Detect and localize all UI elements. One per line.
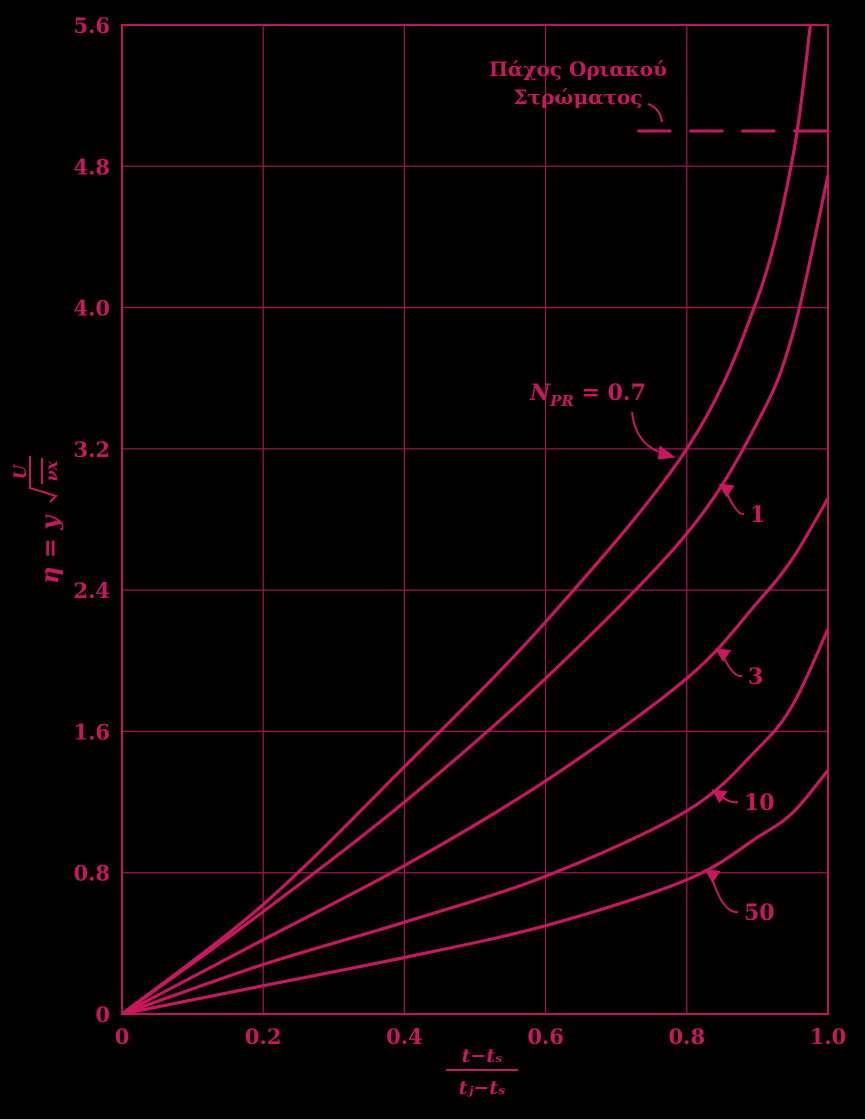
series-line-10 <box>121 628 830 1016</box>
y-tick-label-5: 4.0 <box>73 296 110 321</box>
y-axis-label: η = y U νx <box>11 456 64 584</box>
arrow-10 <box>711 789 728 804</box>
x-tick-label-0: 0 <box>115 1024 130 1049</box>
x-tick-label-4: 0.8 <box>669 1024 706 1049</box>
y-axis-radical-num: U <box>11 463 31 479</box>
arrow-0_7 <box>657 445 676 460</box>
series-label-3: 3 <box>748 664 763 690</box>
y-tick-label-6: 4.8 <box>73 154 110 179</box>
x-tick-label-3: 0.6 <box>527 1024 564 1049</box>
y-axis-radical-den: νx <box>42 460 61 481</box>
arrow-3 <box>715 648 732 663</box>
boundary-layer-label-line1: Πάχος Οριακού <box>489 57 667 81</box>
arrow-1 <box>718 483 735 498</box>
y-tick-label-0: 0 <box>95 1002 110 1027</box>
x-tick-label-1: 0.2 <box>245 1024 282 1049</box>
boundary-layer-label-line2: Στρώματος <box>514 85 643 109</box>
x-tick-label-5: 1.0 <box>810 1024 847 1049</box>
series-label-50: 50 <box>744 900 775 926</box>
arrow-50 <box>704 869 721 884</box>
y-tick-label-4: 3.2 <box>73 437 110 462</box>
series-line-1 <box>121 174 830 1016</box>
x-axis-label-numerator: t−tₛ <box>462 1045 503 1067</box>
series-label-10: 10 <box>744 790 775 816</box>
series-label-value: 0.7 <box>608 380 646 406</box>
plot-frame <box>121 24 829 1015</box>
y-tick-label-3: 2.4 <box>73 578 110 603</box>
y-tick-label-1: 0.8 <box>73 861 110 886</box>
tick-labels: 0 0.2 0.4 0.6 0.8 1.0 0 0.8 1.6 2.4 3.2 4.0 4.8 5.6 <box>73 13 846 1049</box>
series-label-1: 1 <box>750 502 765 528</box>
boundary-layer-leader <box>647 103 663 123</box>
x-axis-label-denominator: tⱼ−tₛ <box>459 1077 506 1099</box>
series-label-sub: PR <box>549 392 574 410</box>
series-label-eq: = <box>574 380 608 406</box>
y-axis-label-lhs: η = y <box>35 514 64 584</box>
axis-labels: t−tₛ tⱼ−tₛ η = y U νx <box>11 456 519 1099</box>
y-tick-label-7: 5.6 <box>73 13 110 38</box>
series-line-3 <box>121 497 830 1016</box>
curves <box>121 24 830 1016</box>
y-tick-label-2: 1.6 <box>73 719 110 744</box>
series-line-50 <box>121 769 830 1016</box>
grid <box>121 24 829 1015</box>
y-axis-radical <box>29 456 58 503</box>
annotations: NPR = 0.7 1 3 10 50 Πάχος Οριακού Στρώματος <box>489 57 828 926</box>
series-label-prefix: N <box>529 380 551 406</box>
series-label-0_7: NPR = 0.7 <box>529 380 646 410</box>
x-tick-label-2: 0.4 <box>386 1024 423 1049</box>
series-line-0_7 <box>121 24 812 1016</box>
